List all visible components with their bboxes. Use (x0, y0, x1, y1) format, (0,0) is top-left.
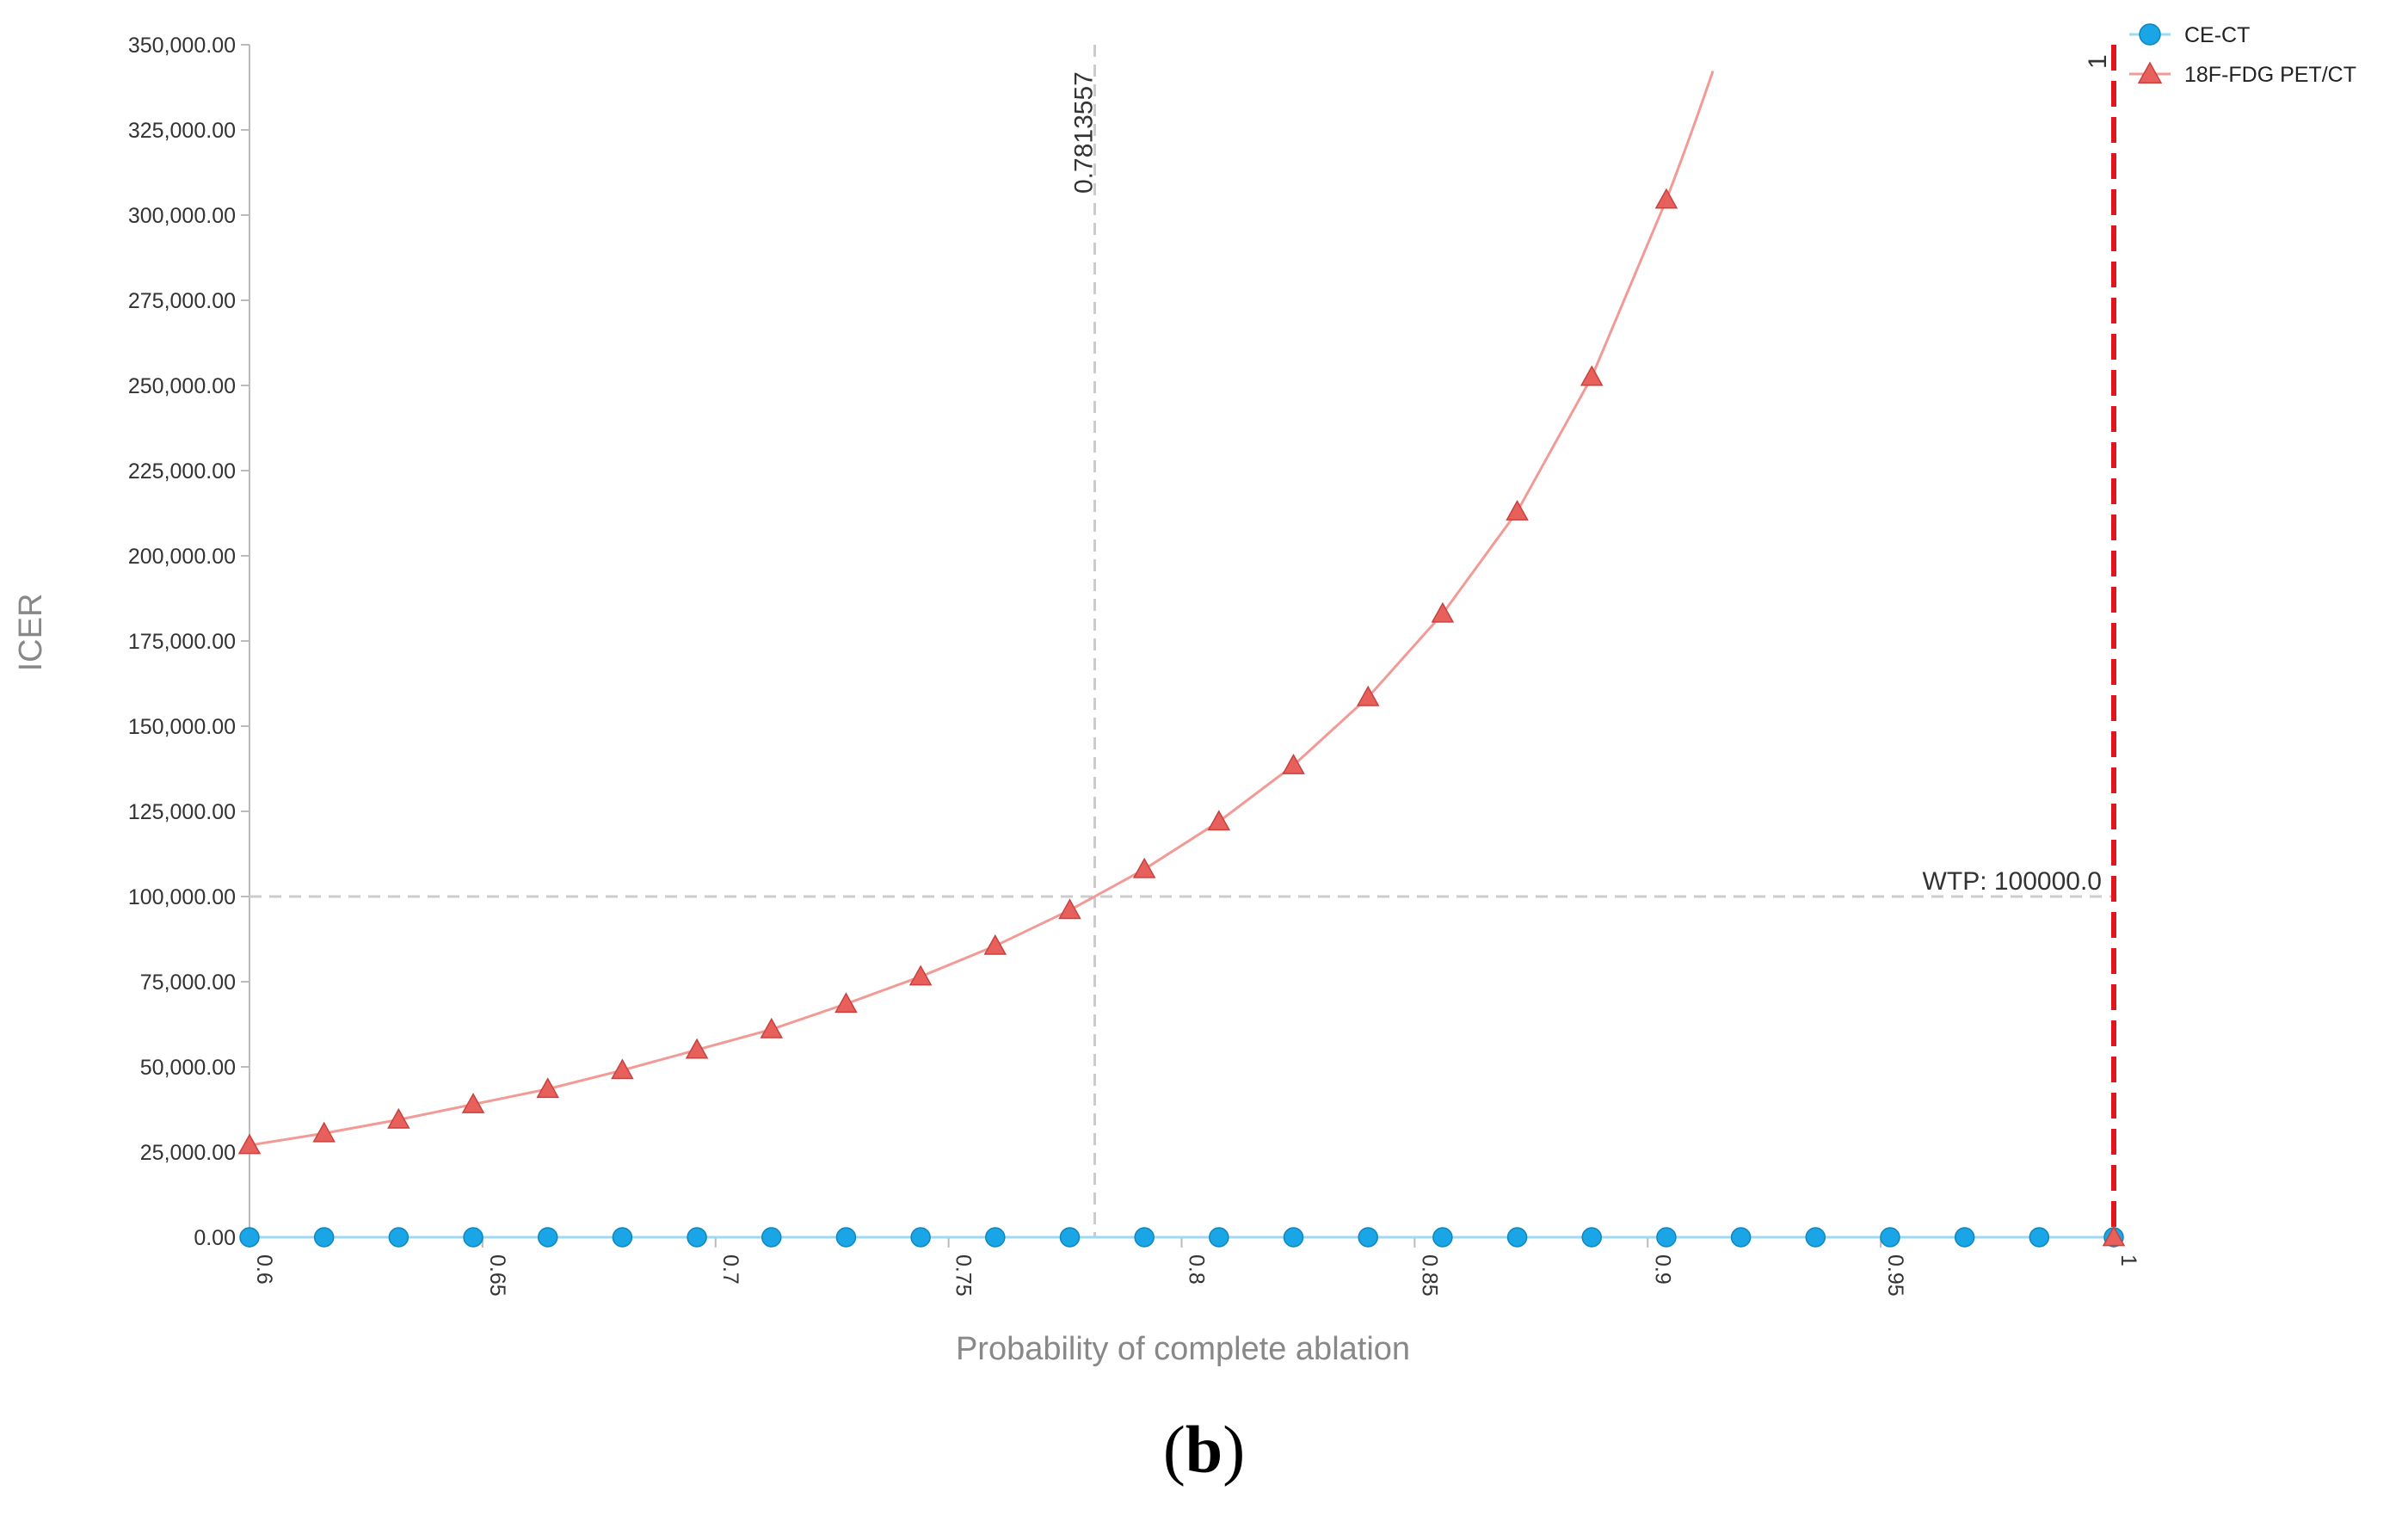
legend-label-pet-ct: 18F-FDG PET/CT (2184, 63, 2356, 87)
ce-ct-point (1059, 1227, 1081, 1248)
axes-layer: 0.00 25,000.00 50,000.00 75,000.00 100,000.0… (128, 34, 2140, 1297)
reference-lines: WTP: 100000.0 0.7813557 1 (249, 45, 2116, 1237)
legend: CE-CT 18F-FDG PET/CT (2129, 23, 2356, 87)
ce-ct-point (835, 1227, 857, 1248)
y-tick-label: 100,000.00 (128, 885, 236, 909)
x-tick-label: 0.8 (1185, 1254, 1209, 1285)
pet-ct-point (1580, 365, 1604, 386)
y-tick-label: 50,000.00 (140, 1056, 236, 1080)
pet-ct-point (908, 964, 933, 986)
x-axis-title: Probability of complete ablation (956, 1331, 1410, 1367)
y-tick-label: 325,000.00 (128, 119, 236, 143)
panel-label: (b) (1162, 1412, 1246, 1487)
ce-ct-point (463, 1227, 483, 1248)
ce-ct-point (1358, 1227, 1378, 1248)
ce-ct-point (910, 1227, 931, 1248)
red-line-label: 1 (2084, 54, 2112, 69)
x-tick-label: 0.9 (1650, 1254, 1674, 1285)
ce-ct-point (1506, 1227, 1528, 1248)
x-tick-label: 1 (2116, 1254, 2140, 1266)
pet-ct-point (387, 1107, 410, 1129)
series-layer (237, 70, 2126, 1248)
y-tick-label: 125,000.00 (128, 800, 236, 824)
pet-ct-point (237, 1133, 262, 1155)
ce-ct-point (1805, 1227, 1826, 1248)
x-tick-label: 0.95 (1883, 1254, 1907, 1297)
pet-ct-point (834, 992, 858, 1014)
ce-ct-point (761, 1227, 782, 1248)
ce-ct-point (1656, 1227, 1677, 1248)
x-tick-label: 0.7 (718, 1254, 742, 1285)
legend-marker-ce-ct (2139, 23, 2161, 46)
y-tick-label: 0.00 (194, 1226, 236, 1250)
y-tick-label: 250,000.00 (128, 374, 236, 398)
ce-ct-point (985, 1227, 1006, 1248)
pet-ct-point (1356, 685, 1380, 706)
threshold-label: 0.7813557 (1069, 71, 1098, 194)
pet-ct-point (1431, 601, 1455, 623)
y-tick-label: 350,000.00 (128, 34, 236, 58)
pet-ct-point (1506, 499, 1529, 521)
y-tick-label: 275,000.00 (128, 289, 236, 313)
pet-ct-point (536, 1077, 559, 1099)
ce-ct-point (388, 1227, 410, 1248)
pet-ct-point (983, 934, 1007, 955)
ce-ct-point (239, 1227, 260, 1248)
pet-ct-point (611, 1058, 634, 1080)
series-line-pet-ct (249, 70, 1715, 1147)
pet-ct-point (1058, 898, 1081, 920)
ce-ct-point (1954, 1227, 1975, 1248)
ce-ct-point (1134, 1227, 1155, 1248)
pet-ct-point (1282, 753, 1305, 774)
ce-ct-point (1730, 1227, 1752, 1248)
ce-ct-point (2029, 1227, 2050, 1248)
ce-ct-point (1880, 1227, 1900, 1248)
y-tick-label: 300,000.00 (128, 204, 236, 228)
ce-ct-point (687, 1227, 707, 1248)
pet-ct-point (1207, 810, 1231, 831)
y-tick-label: 200,000.00 (128, 545, 236, 569)
pet-ct-point (1132, 857, 1156, 878)
legend-marker-pet-ct (2137, 61, 2163, 84)
ce-ct-point (1283, 1227, 1304, 1248)
ce-ct-point (537, 1227, 558, 1248)
x-tick-label: 0.65 (485, 1254, 509, 1297)
x-tick-label: 0.75 (951, 1254, 976, 1297)
pet-ct-point (1654, 188, 1678, 209)
pet-ct-point (685, 1038, 709, 1059)
x-tick-label: 0.85 (1417, 1254, 1441, 1297)
x-tick-label: 0.6 (252, 1254, 276, 1285)
y-tick-label: 25,000.00 (140, 1141, 236, 1165)
pet-ct-point (2102, 1225, 2126, 1247)
ce-ct-point (1209, 1227, 1229, 1248)
y-axis-title: ICER (13, 594, 49, 672)
ce-ct-point (612, 1227, 633, 1248)
y-tick-label: 150,000.00 (128, 715, 236, 739)
ce-ct-point (1432, 1227, 1453, 1248)
pet-ct-point (312, 1121, 336, 1143)
pet-ct-point (760, 1017, 784, 1038)
y-tick-label: 75,000.00 (140, 971, 236, 995)
ce-ct-point (313, 1227, 335, 1248)
wtp-label: WTP: 100000.0 (1923, 867, 2102, 896)
ce-ct-point (1581, 1227, 1602, 1248)
y-tick-label: 225,000.00 (128, 459, 236, 484)
legend-label-ce-ct: CE-CT (2184, 23, 2250, 47)
pet-ct-point (461, 1093, 485, 1113)
y-tick-label: 175,000.00 (128, 630, 236, 654)
